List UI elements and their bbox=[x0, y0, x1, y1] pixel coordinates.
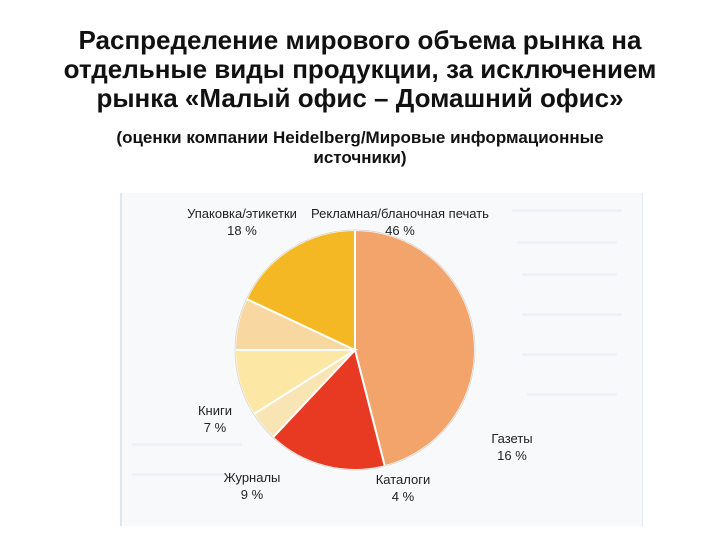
slice-name-packaging: Упаковка/этикетки bbox=[187, 206, 297, 221]
slice-value-newspapers: 16 % bbox=[497, 448, 527, 463]
slice-value-packaging: 18 % bbox=[227, 223, 257, 238]
title-line-2: отдельные виды продукции, за исключением bbox=[63, 54, 657, 84]
pie-labels: Рекламная/бланочная печать 46 % Газеты 16 %… bbox=[187, 206, 533, 504]
chart-subtitle: (оценки компании Heidelberg/Мировые инфо… bbox=[40, 128, 680, 168]
faded-text-line bbox=[512, 209, 622, 212]
faded-text-line bbox=[522, 313, 622, 316]
faded-text-line bbox=[132, 473, 232, 476]
slice-name-magazines: Журналы bbox=[224, 470, 281, 485]
title-line-1: Распределение мирового объема рынка на bbox=[78, 25, 642, 55]
faded-text-line bbox=[522, 273, 617, 276]
pie-outline bbox=[234, 229, 476, 471]
title-line-3: рынка «Малый офис – Домашний офис» bbox=[96, 83, 624, 113]
slice-name-books: Книги bbox=[198, 403, 232, 418]
slice-name-newspapers: Газеты bbox=[491, 431, 532, 446]
slice-name-advertising: Рекламная/бланочная печать bbox=[311, 206, 489, 221]
faded-text-line bbox=[517, 241, 617, 244]
pie-chart: Рекламная/бланочная печать 46 % Газеты 16 %… bbox=[187, 206, 533, 504]
slice-name-catalogs: Каталоги bbox=[376, 472, 431, 487]
faded-text-line bbox=[132, 443, 242, 446]
faded-text-line bbox=[527, 393, 617, 396]
subtitle-line-2: источники) bbox=[313, 148, 407, 167]
slice-value-books: 7 % bbox=[204, 420, 227, 435]
slice-value-advertising: 46 % bbox=[385, 223, 415, 238]
slice-value-magazines: 9 % bbox=[241, 487, 264, 502]
slice-value-catalogs: 4 % bbox=[392, 489, 415, 504]
subtitle-line-1: (оценки компании Heidelberg/Мировые инфо… bbox=[116, 128, 604, 147]
pie-slices bbox=[233, 228, 476, 471]
faded-text-line bbox=[522, 353, 617, 356]
chart-title: Распределение мирового объема рынка на о… bbox=[20, 26, 700, 113]
